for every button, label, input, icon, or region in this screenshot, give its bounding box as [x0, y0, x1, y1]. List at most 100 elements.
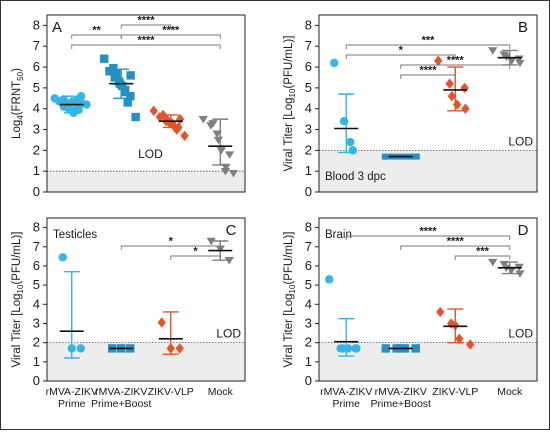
- significance-bracket: ***: [345, 35, 511, 49]
- significance-label: ***: [422, 35, 436, 47]
- significance-bracket: ****: [120, 15, 172, 29]
- data-point: [149, 105, 158, 116]
- data-point: [155, 111, 165, 123]
- x-tick-label: ZIKV-VLP: [148, 386, 194, 398]
- y-label-part: (PFU/mL)]: [283, 36, 295, 89]
- lod-label: LOD: [508, 134, 533, 148]
- plot-frame: [46, 14, 246, 193]
- y-tick-label: 5: [305, 80, 312, 95]
- data-point: [82, 100, 91, 109]
- data-point: [157, 317, 166, 328]
- data-point: [172, 124, 181, 135]
- y-tick-label: 1: [305, 354, 312, 369]
- y-label-part: Viral Titer [Log: [283, 98, 295, 172]
- data-point: [213, 136, 224, 145]
- data-point: [466, 339, 475, 350]
- bracket-line: [400, 74, 456, 79]
- y-label-subscript: 4: [16, 115, 25, 120]
- group-mock: [488, 47, 525, 68]
- bracket-line: [400, 64, 511, 69]
- y-tick-label: 6: [33, 59, 40, 74]
- data-point: [221, 163, 231, 172]
- y-label-part: Viral Titer [Log: [283, 294, 295, 368]
- plot-frame: [46, 217, 246, 382]
- significance-bracket: ****: [71, 35, 221, 49]
- y-tick-label: 0: [33, 373, 40, 388]
- group-mock: [206, 237, 234, 265]
- y-tick-label: 2: [33, 142, 40, 157]
- y-tick-label: 5: [33, 80, 40, 95]
- y-tick-label: 8: [305, 17, 312, 32]
- group-prime: [330, 58, 359, 155]
- y-label-part: (FRNT: [11, 81, 23, 116]
- y-label-part: (PFU/mL)]: [283, 232, 295, 285]
- y-label-part: (PFU/mL)]: [11, 232, 23, 285]
- y-tick-label: 4: [305, 296, 312, 311]
- panel-letter: C: [226, 222, 237, 239]
- data-point: [58, 253, 67, 262]
- data-point: [126, 71, 135, 80]
- x-tick-label: rMVA-ZIKV Prime: [320, 386, 372, 410]
- data-point: [175, 343, 184, 354]
- y-tick-label: 4: [33, 101, 40, 116]
- y-tick-label: 3: [33, 315, 40, 330]
- y-tick-label: 7: [33, 38, 40, 53]
- x-tick-label: rMVA-ZIKV Prime: [46, 386, 98, 410]
- y-tick-label: 3: [305, 122, 312, 137]
- data-point: [452, 99, 462, 110]
- data-point: [436, 306, 445, 318]
- bracket-line: [345, 54, 456, 59]
- y-tick-label: 3: [305, 315, 312, 330]
- panel-letter: A: [52, 19, 62, 36]
- y-label-part: Viral Titer [Log: [11, 294, 23, 368]
- y-label-subscript: 10: [288, 88, 297, 97]
- data-point: [100, 54, 109, 63]
- bracket-line: [170, 255, 221, 260]
- data-point: [206, 237, 216, 246]
- data-point: [212, 130, 222, 138]
- y-tick-label: 7: [305, 38, 312, 53]
- x-tick-label: rMVA-ZIKV Prime+Boost: [371, 386, 431, 410]
- lod-label: LOD: [216, 327, 241, 341]
- significance-bracket: *: [120, 236, 221, 250]
- tissue-label: Blood 3 dpc: [325, 171, 386, 183]
- data-point: [343, 344, 353, 353]
- data-point: [445, 78, 454, 89]
- y-tick-label: 3: [33, 122, 40, 137]
- group-vlp: [434, 55, 470, 114]
- data-point: [515, 270, 525, 278]
- significance-label: **: [92, 25, 101, 37]
- group-boost: [381, 344, 420, 353]
- data-point: [351, 344, 360, 353]
- data-point: [460, 82, 469, 94]
- significance-bracket: ***: [454, 246, 511, 260]
- data-point: [126, 92, 135, 101]
- group-prime: [58, 253, 85, 359]
- group-mock: [488, 258, 525, 278]
- data-point: [339, 117, 349, 126]
- panel-letter: D: [518, 222, 529, 239]
- data-point: [325, 275, 334, 284]
- data-point: [74, 105, 83, 114]
- y-tick-label: 1: [33, 354, 40, 369]
- y-axis-label: Viral Titer [Log10(PFU/mL)]: [283, 232, 297, 368]
- group-vlp: [149, 105, 189, 141]
- y-tick-label: 7: [33, 239, 40, 254]
- lod-label: LOD: [138, 147, 163, 161]
- y-tick-label: 6: [305, 59, 312, 74]
- x-tick-label-line: Prime: [333, 398, 361, 410]
- panel-c: 0 1 2 3 4 5 6 7 8 Viral Titer [Log10(PFU/mL)] C Tes…: [11, 217, 246, 410]
- data-point: [348, 146, 358, 155]
- y-label-subscript: 10: [16, 284, 25, 293]
- data-point: [220, 167, 231, 176]
- y-tick-label: 8: [33, 220, 40, 235]
- significance-label: ****: [137, 35, 155, 47]
- data-point: [381, 344, 390, 353]
- data-point: [515, 59, 525, 68]
- bracket-line: [120, 245, 221, 250]
- y-tick-label: 8: [305, 220, 312, 235]
- y-axis-label: Viral Titer [Log10(PFU/mL)]: [283, 36, 297, 172]
- data-point: [224, 256, 234, 265]
